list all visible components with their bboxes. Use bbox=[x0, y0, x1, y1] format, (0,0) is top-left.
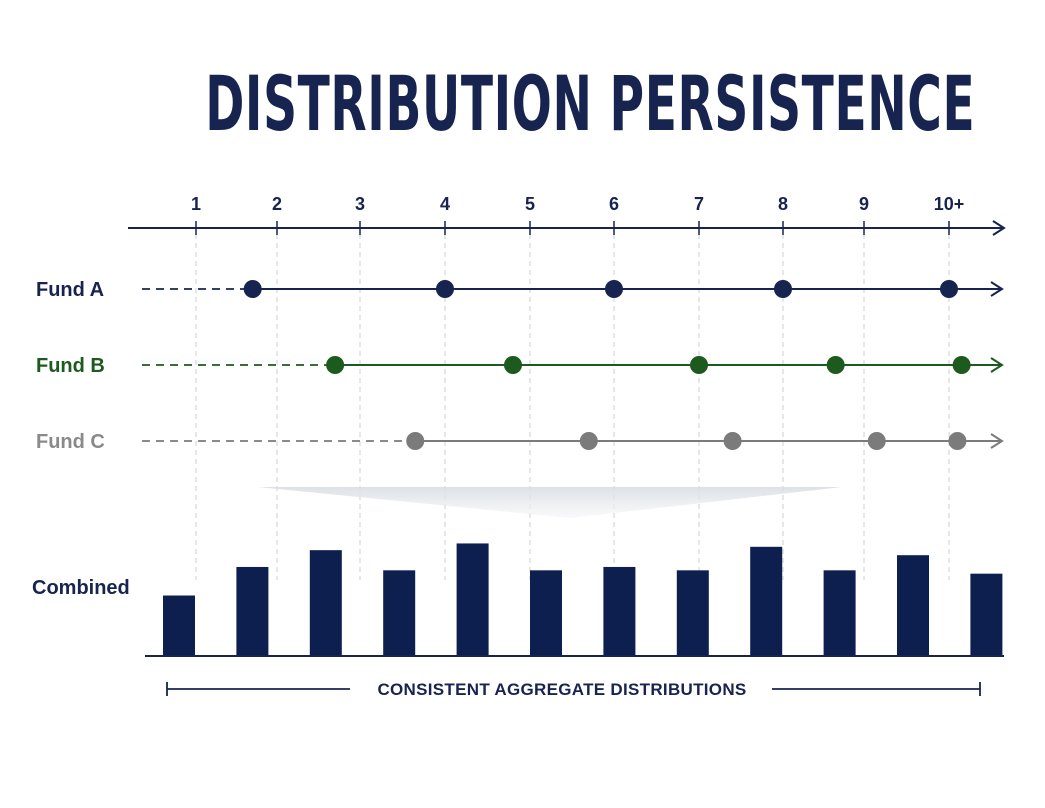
combined-bar bbox=[383, 570, 416, 656]
combined-bar bbox=[163, 595, 195, 656]
tick-label: 8 bbox=[778, 194, 788, 214]
distribution-point bbox=[867, 432, 886, 450]
combined-bars: Combined bbox=[32, 543, 1004, 657]
distribution-point bbox=[605, 280, 623, 298]
tick-label: 9 bbox=[859, 194, 869, 214]
row-arrowhead bbox=[990, 281, 1004, 297]
combined-label: Combined bbox=[32, 577, 130, 599]
combined-bar bbox=[309, 550, 342, 656]
fund-label: Fund B bbox=[36, 355, 105, 377]
tick-label: 5 bbox=[525, 194, 535, 214]
combined-bar bbox=[603, 566, 636, 656]
row-arrowhead bbox=[990, 433, 1004, 449]
funnel-shape bbox=[258, 487, 842, 518]
combined-bar bbox=[456, 543, 489, 656]
fund-label: Fund C bbox=[36, 431, 105, 453]
grid-lines bbox=[195, 234, 950, 580]
distribution-point bbox=[436, 280, 454, 298]
tick-label: 2 bbox=[272, 194, 282, 214]
tick-label: 10+ bbox=[934, 194, 965, 214]
combined-bar bbox=[897, 555, 929, 656]
distribution-point bbox=[826, 356, 845, 374]
fund-label: Fund A bbox=[36, 279, 104, 301]
row-arrowhead bbox=[990, 357, 1004, 373]
distribution-point bbox=[406, 432, 425, 450]
distribution-point bbox=[940, 280, 958, 298]
distribution-point bbox=[243, 280, 262, 298]
distribution-point bbox=[326, 356, 345, 374]
fund-row-3: Fund C bbox=[36, 431, 1004, 453]
time-axis: 1 2 3 4 5 6 7 8 9 10+ bbox=[128, 194, 1006, 236]
combined-bar bbox=[676, 570, 709, 656]
tick-label: 3 bbox=[355, 194, 365, 214]
fund-rows: Fund A Fund B Fund C bbox=[36, 279, 1004, 453]
distribution-point bbox=[774, 280, 792, 298]
distribution-point bbox=[723, 432, 742, 450]
footer-label: CONSISTENT AGGREGATE DISTRIBUTIONS bbox=[377, 680, 746, 699]
footer-bracket: CONSISTENT AGGREGATE DISTRIBUTIONS bbox=[166, 680, 981, 699]
axis-arrowhead bbox=[992, 220, 1006, 236]
combined-bar bbox=[236, 566, 269, 656]
distribution-point bbox=[952, 356, 971, 374]
tick-label: 4 bbox=[440, 194, 450, 214]
combined-bar bbox=[530, 570, 562, 656]
tick-label: 1 bbox=[191, 194, 201, 214]
distribution-point bbox=[579, 432, 598, 450]
distribution-point bbox=[948, 432, 967, 450]
page-title: DISTRIBUTION PERSISTENCE bbox=[205, 59, 976, 148]
distribution-point bbox=[690, 356, 708, 374]
combined-bar bbox=[970, 573, 1003, 656]
distribution-point bbox=[504, 356, 522, 374]
tick-label: 6 bbox=[609, 194, 619, 214]
combined-bar bbox=[750, 546, 783, 656]
fund-row-1: Fund A bbox=[36, 279, 1004, 301]
combined-bar bbox=[823, 570, 856, 656]
fund-row-2: Fund B bbox=[36, 355, 1004, 377]
tick-label: 7 bbox=[694, 194, 704, 214]
